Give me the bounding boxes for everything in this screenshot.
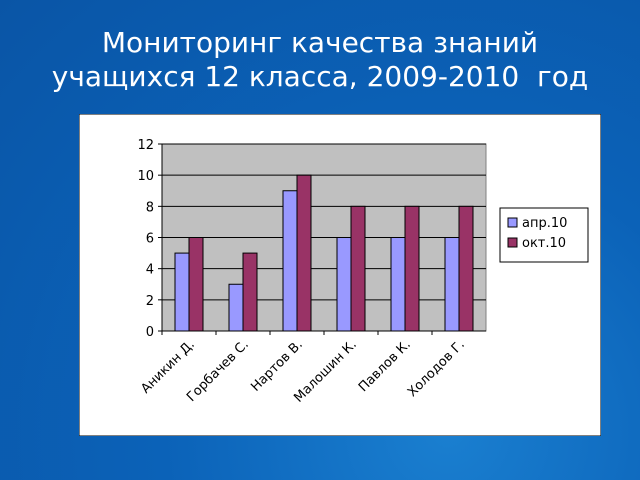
- y-tick-label: 12: [137, 138, 154, 153]
- legend-label: окт.10: [522, 236, 566, 251]
- bar: [336, 237, 352, 332]
- bar: [404, 205, 420, 332]
- bar: [458, 205, 474, 332]
- legend-swatch: [507, 217, 518, 228]
- bar: [390, 237, 406, 332]
- legend-box: [499, 207, 589, 263]
- y-tick-label: 0: [146, 325, 154, 340]
- y-tick-label: 4: [146, 263, 154, 278]
- legend-label: апр.10: [522, 216, 567, 231]
- bar: [282, 190, 298, 332]
- bar: [188, 237, 204, 332]
- y-tick-label: 10: [137, 169, 154, 184]
- slide-title: Мониторинг качества знаний учащихся 12 к…: [51, 26, 589, 93]
- bar: [174, 252, 190, 332]
- bar: [296, 174, 312, 332]
- bar: [444, 237, 460, 332]
- legend-swatch: [507, 237, 518, 248]
- bar: [242, 252, 258, 332]
- y-tick-label: 6: [146, 232, 154, 247]
- y-tick-label: 8: [146, 200, 154, 215]
- bar: [350, 205, 366, 332]
- bar: [228, 283, 244, 332]
- y-tick-label: 2: [146, 294, 154, 309]
